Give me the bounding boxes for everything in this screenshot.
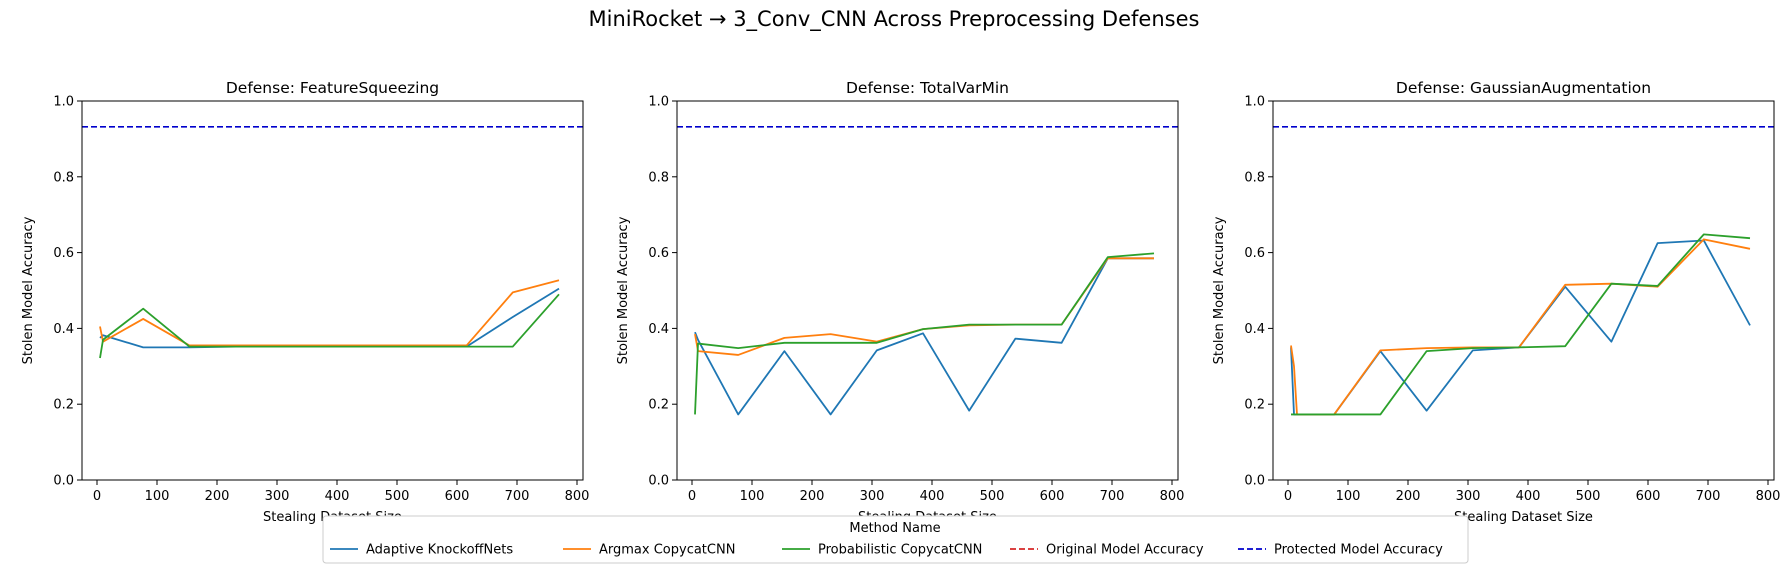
x-tick-label: 300 [860,489,885,504]
legend-entry-adaptive: Adaptive KnockoffNets [330,543,513,558]
x-tick-label: 600 [445,489,470,504]
legend: Method Name Adaptive KnockoffNets Argmax … [322,515,1469,564]
x-tick-label: 600 [1040,489,1065,504]
legend-label: Protected Model Accuracy [1274,543,1443,558]
series-line-adaptive [1290,239,1751,416]
legend-label: Original Model Accuracy [1046,543,1204,558]
axes-frame [81,100,584,481]
subplot-3: 0 100 200 300 400 500 600 700 800 0.0 0.2 0.4 0.6 0.8… [1212,79,1780,525]
y-tick-label: 0.6 [53,246,74,261]
series-line-argmax [99,279,560,347]
legend-entry-original: Original Model Accuracy [1010,543,1204,558]
x-tick-label: 100 [1336,489,1361,504]
x-tick-label: 400 [1516,489,1541,504]
x-tick-label: 300 [1456,489,1481,504]
y-tick-label: 0.4 [1244,322,1265,337]
legend-label: Argmax CopycatCNN [599,543,735,558]
subplot-2: 0 100 200 300 400 500 600 700 800 0.0 0.2 0.4 0.6 0.8… [616,79,1184,525]
series-line-argmax [1290,238,1751,416]
x-tick-label: 500 [1576,489,1601,504]
series-line-probabilistic [99,293,560,359]
x-tick-label: 0 [93,489,101,504]
x-tick-label: 800 [1160,489,1185,504]
x-tick-label: 700 [505,489,530,504]
x-axis-label: Stealing Dataset Size [1454,510,1593,525]
y-tick-label: 0.2 [1244,398,1265,413]
y-tick-label: 1.0 [1244,95,1265,110]
x-tick-label: 800 [565,489,590,504]
x-tick-label: 600 [1636,489,1661,504]
subplot-1: 0 100 200 300 400 500 600 700 800 0.0 0.2 0.4 0.6 0.8… [21,79,589,525]
legend-label: Probabilistic CopycatCNN [818,543,982,558]
subplot-title: Defense: GaussianAugmentation [1396,79,1651,97]
axes-frame [1272,100,1775,481]
y-axis-label: Stolen Model Accuracy [21,216,36,364]
y-tick-label: 0.0 [648,474,669,489]
y-tick-label: 0.4 [53,322,74,337]
legend-frame [322,515,1469,564]
x-tick-label: 200 [1396,489,1421,504]
x-tick-label: 400 [325,489,350,504]
y-tick-label: 0.8 [1244,170,1265,185]
x-tick-label: 800 [1756,489,1781,504]
x-tick-label: 500 [385,489,410,504]
series-line-argmax [694,257,1154,356]
y-tick-label: 0.2 [648,398,669,413]
x-tick-label: 200 [205,489,230,504]
subplot-title: Defense: FeatureSqueezing [226,79,439,97]
x-tick-label: 700 [1100,489,1125,504]
y-tick-label: 0.0 [53,474,74,489]
x-tick-label: 300 [265,489,290,504]
series-line-probabilistic [1291,233,1751,416]
figure-suptitle: MiniRocket → 3_Conv_CNN Across Preproces… [589,7,1200,32]
y-tick-label: 0.0 [1244,474,1265,489]
x-tick-label: 0 [1284,489,1292,504]
legend-title: Method Name [849,521,940,536]
x-tick-label: 500 [980,489,1005,504]
subplot-title: Defense: TotalVarMin [846,79,1009,97]
y-tick-label: 0.6 [1244,246,1265,261]
y-tick-label: 1.0 [53,95,74,110]
subplots: 0 100 200 300 400 500 600 700 800 0.0 0.2 0.4 0.6 0.8… [21,79,1780,525]
x-tick-label: 0 [688,489,696,504]
x-tick-label: 400 [920,489,945,504]
x-tick-label: 100 [145,489,170,504]
y-tick-label: 0.4 [648,322,669,337]
y-tick-label: 0.8 [53,170,74,185]
legend-entry-argmax: Argmax CopycatCNN [563,543,735,558]
x-tick-label: 700 [1696,489,1721,504]
y-axis-label: Stolen Model Accuracy [1212,216,1227,364]
legend-entry-probabilistic: Probabilistic CopycatCNN [782,543,982,558]
legend-label: Adaptive KnockoffNets [366,543,513,558]
x-tick-label: 200 [800,489,825,504]
series-line-probabilistic [694,252,1155,415]
y-tick-label: 0.8 [648,170,669,185]
axes-frame [676,100,1179,481]
series-line-adaptive [694,257,1154,416]
x-tick-label: 100 [740,489,765,504]
y-tick-label: 0.2 [53,398,74,413]
legend-entry-protected: Protected Model Accuracy [1238,543,1443,558]
y-axis-label: Stolen Model Accuracy [616,216,631,364]
y-tick-label: 0.6 [648,246,669,261]
y-tick-label: 1.0 [648,95,669,110]
legend-entries: Adaptive KnockoffNets Argmax CopycatCNN Pr… [330,543,1443,558]
